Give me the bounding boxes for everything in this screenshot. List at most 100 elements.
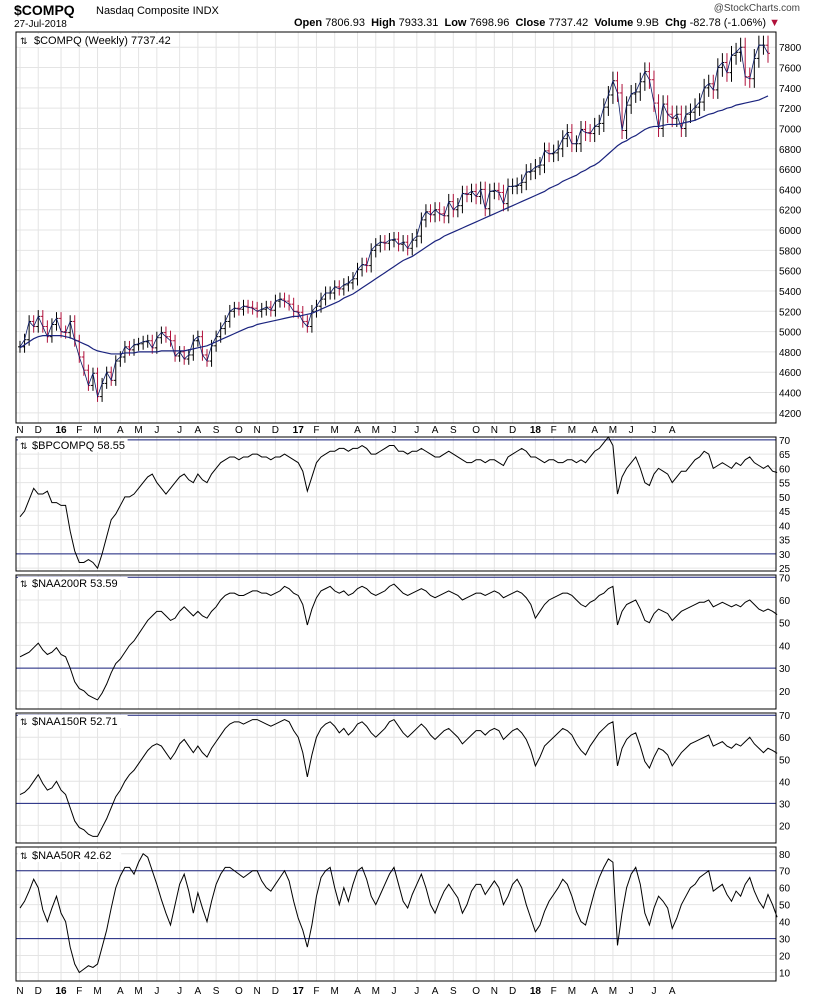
open-value: 7806.93	[325, 17, 365, 29]
bottom-x-tick-label: N	[491, 986, 498, 997]
price-x-tick-label: J	[414, 425, 419, 436]
naa50r-title-bg	[18, 849, 122, 862]
bottom-x-tick-label: J	[177, 986, 182, 997]
bpcompq-line	[19, 436, 778, 570]
bottom-x-tick-label: M	[609, 986, 617, 997]
bottom-x-tick-label: 18	[530, 986, 542, 997]
price-y-tick-label: 4600	[779, 368, 802, 379]
chg-value: -82.78 (-1.06%)	[689, 17, 766, 29]
symbol-title: $COMPQ	[14, 2, 75, 18]
price-x-tick-label: O	[472, 425, 480, 436]
price-close-line	[19, 44, 769, 399]
bpcompq-y-tick-label: 55	[779, 479, 791, 490]
bpcompq-y-tick-label: 30	[779, 550, 791, 561]
price-x-tick-label: N	[254, 425, 261, 436]
bpcompq-y-tick-label: 35	[779, 536, 791, 547]
bottom-x-tick-label: D	[272, 986, 279, 997]
naa50r-y-tick-label: 10	[779, 969, 791, 980]
price-x-tick-label: A	[432, 425, 439, 436]
bottom-x-tick-label: 17	[293, 986, 305, 997]
settings-icon: ⇅	[20, 851, 28, 861]
bpcompq-y-tick-label: 60	[779, 464, 791, 475]
bottom-x-tick-label: J	[651, 986, 656, 997]
volume-value: 9.9B	[636, 17, 659, 29]
bottom-x-tick-label: M	[134, 986, 142, 997]
naa50r-y-tick-label: 70	[779, 867, 791, 878]
bottom-x-tick-label: A	[117, 986, 124, 997]
naa150r-y-tick-label: 70	[779, 711, 791, 722]
price-x-tick-label: M	[609, 425, 617, 436]
naa50r-y-tick-label: 20	[779, 952, 791, 963]
bottom-x-tick-label: D	[35, 986, 42, 997]
bottom-x-tick-label: 16	[55, 986, 67, 997]
chg-label: Chg	[665, 17, 687, 29]
naa200r-line	[19, 583, 778, 701]
bottom-x-tick-label: S	[450, 986, 457, 997]
volume-label: Volume	[594, 17, 634, 29]
bpcompq-panel-frame	[15, 436, 777, 572]
price-x-tick-label: M	[372, 425, 380, 436]
bpcompq-y-tick-label: 70	[779, 436, 791, 447]
price-x-tick-label: S	[450, 425, 457, 436]
naa50r-line	[19, 853, 778, 974]
naa50r-y-tick-label: 60	[779, 884, 791, 895]
price-x-tick-label: M	[331, 425, 339, 436]
price-x-tick-label: J	[651, 425, 656, 436]
quote-summary: Open 7806.93 High 7933.31 Low 7698.96 Cl…	[294, 17, 780, 29]
price-x-tick-label: 18	[530, 425, 542, 436]
naa150r-y-tick-label: 20	[779, 821, 791, 832]
bottom-x-tick-label: A	[669, 986, 676, 997]
naa200r-y-tick-label: 60	[779, 596, 791, 607]
bpcompq-y-tick-label: 25	[779, 564, 791, 575]
naa200r-title-bg	[18, 577, 128, 590]
price-x-tick-label: A	[117, 425, 124, 436]
bottom-x-tick-label: J	[629, 986, 634, 997]
price-y-tick-label: 7800	[779, 43, 802, 54]
bottom-x-tick-label: S	[213, 986, 220, 997]
price-x-tick-label: M	[93, 425, 101, 436]
naa50r-panel-frame	[15, 846, 777, 982]
naa150r-y-tick-label: 60	[779, 733, 791, 744]
price-x-tick-label: F	[551, 425, 557, 436]
bpcompq-panel-title: $BPCOMPQ 58.55	[32, 440, 125, 452]
bottom-x-tick-label: F	[313, 986, 319, 997]
naa50r-y-tick-label: 80	[779, 850, 791, 861]
naa150r-panel-title: $NAA150R 52.71	[32, 716, 118, 728]
naa200r-y-tick-label: 40	[779, 641, 791, 652]
price-x-tick-label: J	[177, 425, 182, 436]
bpcompq-y-tick-label: 40	[779, 521, 791, 532]
bottom-x-tick-label: A	[591, 986, 598, 997]
bottom-x-tick-label: M	[331, 986, 339, 997]
bottom-x-tick-label: N	[254, 986, 261, 997]
price-panel-title: $COMPQ (Weekly) 7737.42	[34, 35, 171, 47]
naa200r-y-tick-label: 30	[779, 664, 791, 675]
high-label: High	[371, 17, 396, 29]
bottom-x-tick-label: M	[568, 986, 576, 997]
price-y-tick-label: 7600	[779, 64, 802, 75]
price-x-tick-label: A	[354, 425, 361, 436]
price-y-tick-label: 5000	[779, 328, 802, 339]
stockcharts-credit: @StockCharts.com	[713, 3, 800, 14]
price-x-tick-label: A	[195, 425, 202, 436]
bottom-x-tick-label: F	[76, 986, 82, 997]
settings-icon: ⇅	[20, 717, 28, 727]
price-x-tick-label: F	[313, 425, 319, 436]
price-panel-frame	[15, 31, 777, 424]
price-y-tick-label: 7200	[779, 104, 802, 115]
price-y-tick-label: 4400	[779, 389, 802, 400]
settings-icon: ⇅	[20, 36, 28, 46]
bottom-x-tick-label: D	[509, 986, 516, 997]
price-y-tick-label: 6000	[779, 226, 802, 237]
price-x-tick-label: D	[509, 425, 516, 436]
price-x-tick-label: N	[491, 425, 498, 436]
naa200r-y-tick-label: 70	[779, 573, 791, 584]
bpcompq-y-tick-label: 50	[779, 493, 791, 504]
price-x-tick-label: M	[568, 425, 576, 436]
moving-average-line	[19, 95, 769, 355]
price-x-tick-label: D	[35, 425, 42, 436]
price-title-bg	[18, 34, 160, 47]
naa150r-y-tick-label: 40	[779, 777, 791, 788]
naa150r-y-tick-label: 30	[779, 799, 791, 810]
down-arrow-icon: ▼	[769, 17, 780, 29]
price-y-tick-label: 5800	[779, 246, 802, 257]
